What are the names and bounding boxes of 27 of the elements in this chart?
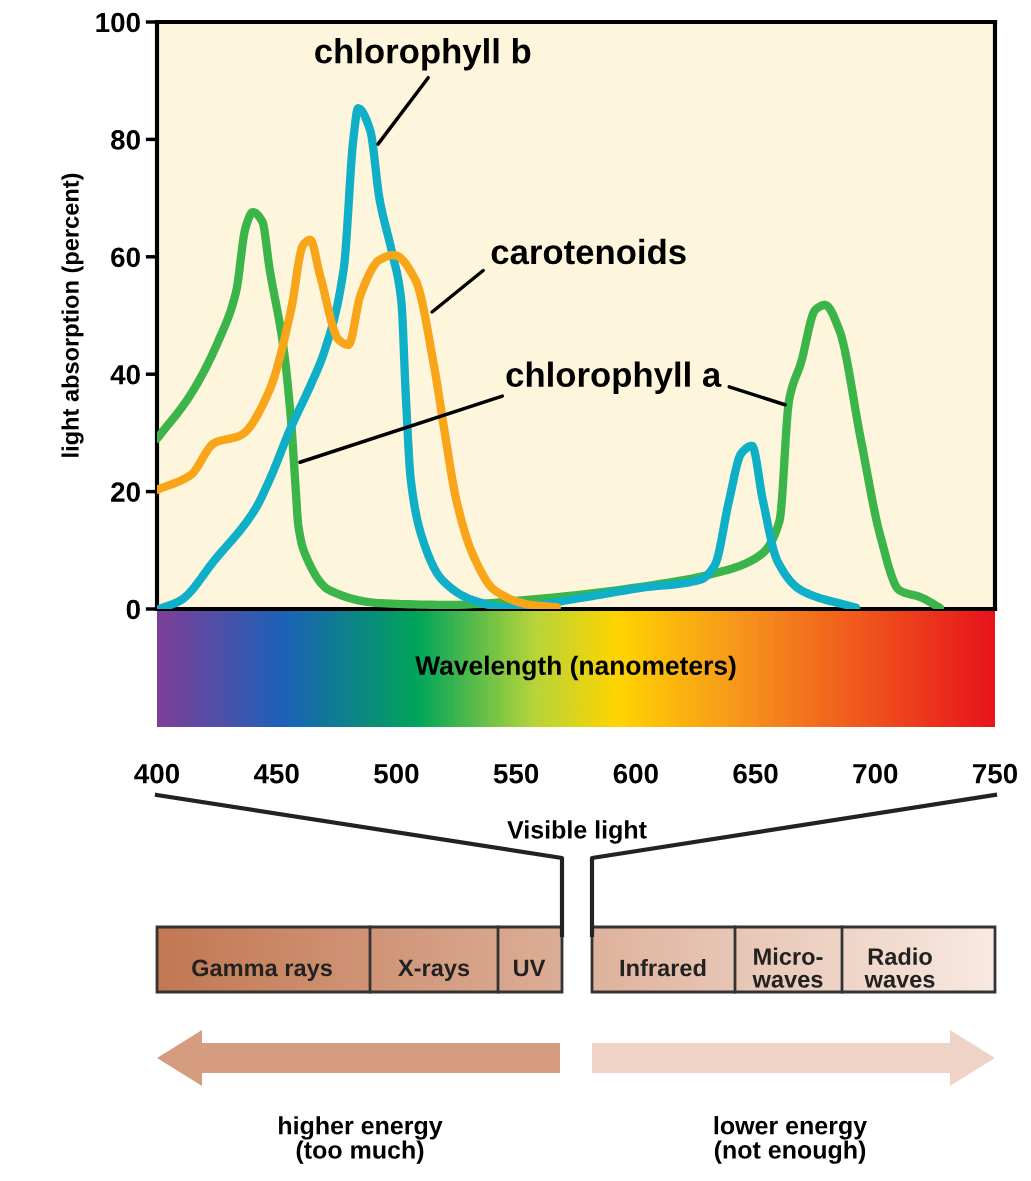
y-tick-label: 100: [96, 12, 140, 33]
x-tick-label: 750: [973, 763, 1018, 784]
y-tick-label: 40: [110, 364, 140, 385]
text: carotenoids: [491, 238, 686, 265]
x-tick-label: 700: [853, 763, 898, 784]
y-tick-label: 80: [111, 130, 140, 150]
text: Micro- waves: [752, 947, 823, 988]
y-tick-label: 20: [111, 482, 140, 502]
text: UV: [514, 959, 546, 977]
series-label: chlorophyll a: [506, 361, 722, 394]
x-tick-label: 600: [613, 763, 658, 784]
x-tick-label: 550: [493, 763, 539, 784]
x-tick-label: 450: [253, 763, 299, 784]
text: X-rays: [398, 959, 470, 982]
text: Gamma rays: [192, 959, 332, 982]
text: Infrared: [620, 958, 706, 977]
x-tick-label: 500: [374, 763, 419, 784]
text: Visible light: [507, 820, 647, 844]
y-tick-label: 60: [111, 247, 140, 268]
text: lower energy (not enough): [714, 1116, 867, 1164]
x-tick-label: 400: [134, 763, 180, 784]
x-tick-label: 650: [733, 763, 778, 784]
series-label: chlorophyll b: [315, 38, 531, 71]
text: Radio waves: [864, 947, 935, 988]
text: higher energy (too much): [279, 1116, 443, 1164]
y-axis-title: light absorption (percent): [61, 173, 84, 457]
y-tick-label: 0: [126, 599, 140, 620]
